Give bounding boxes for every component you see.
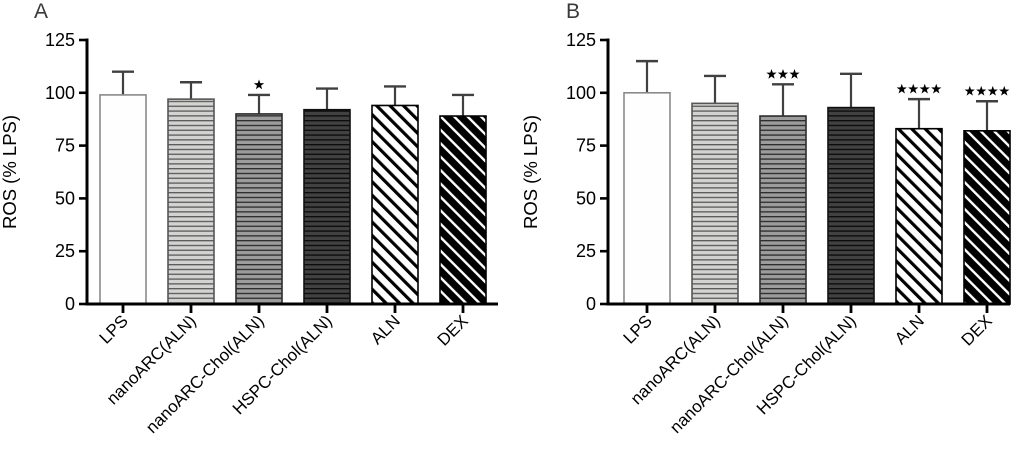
star-icon — [766, 68, 777, 79]
star-icon — [919, 83, 930, 94]
panel-a-chart: LPSnanoARC(ALN)nanoARC-Chol(ALN)HSPC-Cho… — [0, 30, 498, 437]
star-icon — [964, 85, 975, 96]
panel-b: B LPS nanoARC(ALN) nanoARC-Chol(ALN) HSPC-C… — [512, 0, 1024, 453]
y-tick-label: 75 — [576, 136, 596, 156]
y-axis-title: ROS (% LPS) — [520, 115, 541, 229]
y-tick-label: 75 — [55, 136, 75, 156]
x-tick-label-aln: ALN — [891, 311, 928, 348]
star-icon — [896, 83, 907, 94]
y-tick-label: 100 — [45, 83, 75, 103]
significance-stars-dex — [964, 85, 1010, 96]
y-axis-title: ROS (% LPS) — [0, 115, 20, 229]
x-tick-label-lps: LPS — [620, 311, 656, 347]
panel-a-letter: A — [34, 0, 49, 23]
bar-lps — [623, 92, 671, 305]
y-tick-label: 0 — [586, 294, 596, 314]
y-tick-label: 100 — [566, 83, 596, 103]
bar-nanoarc-chol-aln — [235, 113, 283, 305]
star-icon — [789, 68, 800, 79]
bar-nanoarc-aln — [691, 102, 739, 305]
y-tick-label: 125 — [566, 30, 596, 50]
y-tick-label: 50 — [55, 188, 75, 208]
star-icon — [777, 68, 789, 79]
bar-dex — [439, 115, 487, 305]
panel-a: A LPS nanoARC(ALN) nanoARC-Chol(ALN) HSPC-C… — [0, 0, 498, 437]
bar-aln — [371, 104, 419, 305]
x-tick-label-aln: ALN — [367, 311, 404, 348]
y-tick-label: 25 — [576, 241, 596, 261]
y-tick-label: 25 — [55, 241, 75, 261]
x-tick-label-dex: DEX — [958, 311, 996, 349]
bar-dex — [963, 130, 1011, 305]
bar-nanoarc-aln — [167, 98, 215, 305]
significance-stars-aln — [896, 83, 942, 94]
significance-stars-nanoarc-chol-aln — [766, 68, 800, 79]
star-icon — [999, 85, 1010, 96]
significance-stars-nanoarc-chol-aln — [253, 79, 265, 90]
bar-lps — [99, 94, 147, 305]
x-tick-label-nanoarc-chol-aln: nanoARC-Chol(ALN) — [142, 311, 268, 437]
bar-hspc-chol-aln — [303, 108, 351, 305]
star-icon — [931, 83, 942, 94]
star-icon — [253, 79, 265, 90]
x-tick-label-lps: LPS — [96, 311, 132, 347]
y-tick-label: 50 — [576, 188, 596, 208]
panel-b-chart: LPSnanoARC(ALN)nanoARC-Chol(ALN)HSPC-Cho… — [520, 30, 1011, 437]
y-tick-label: 125 — [45, 30, 75, 50]
bar-aln — [895, 127, 943, 305]
x-tick-label-nanoarc-chol-aln: nanoARC-Chol(ALN) — [666, 311, 792, 437]
star-icon — [976, 85, 987, 96]
star-icon — [908, 83, 919, 94]
panel-b-letter: B — [566, 0, 581, 23]
y-tick-label: 0 — [65, 294, 75, 314]
x-tick-label-dex: DEX — [434, 311, 472, 349]
star-icon — [987, 85, 998, 96]
bar-hspc-chol-aln — [827, 106, 875, 305]
bar-nanoarc-chol-aln — [759, 115, 807, 305]
